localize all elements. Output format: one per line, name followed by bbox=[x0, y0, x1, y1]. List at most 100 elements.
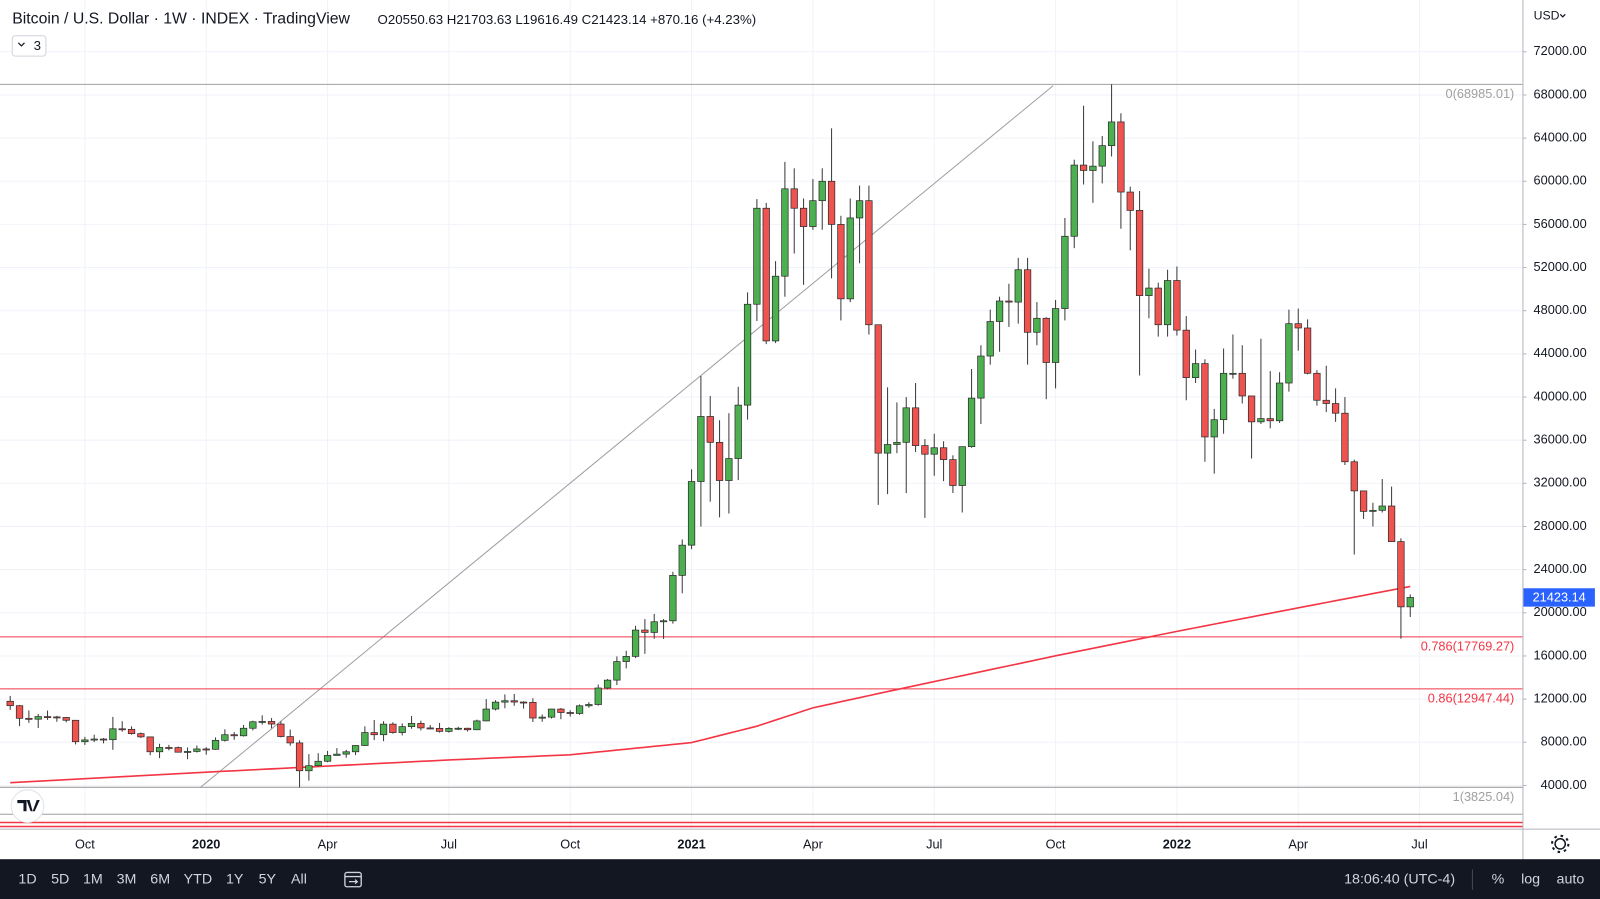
candle-body bbox=[277, 723, 285, 737]
y-tick-label: 68000.00 bbox=[1534, 86, 1587, 101]
candle-body bbox=[333, 753, 341, 756]
candle-body bbox=[1219, 372, 1228, 421]
candle-body bbox=[519, 701, 528, 704]
candle-body bbox=[1051, 308, 1060, 363]
candle-body bbox=[818, 180, 826, 202]
candle-body bbox=[967, 397, 976, 448]
range-button[interactable]: 3M bbox=[117, 871, 137, 887]
candle-body bbox=[697, 416, 705, 482]
grid bbox=[0, 0, 1523, 829]
candle-body bbox=[715, 441, 724, 481]
candle-body bbox=[15, 705, 24, 719]
candle-body bbox=[566, 712, 574, 714]
candle-body bbox=[90, 738, 98, 741]
candle-body bbox=[1303, 327, 1312, 374]
x-tick-label: Oct bbox=[1046, 836, 1066, 851]
candle-body bbox=[1070, 164, 1078, 237]
candle-body bbox=[183, 751, 192, 753]
candle-body bbox=[977, 355, 985, 399]
candle-body bbox=[958, 446, 966, 486]
candle-body bbox=[361, 732, 369, 746]
chevron-icon bbox=[17, 42, 25, 47]
candle-body bbox=[454, 727, 462, 730]
candle-body bbox=[641, 629, 649, 633]
candle-body bbox=[510, 700, 518, 703]
range-button[interactable]: 5D bbox=[51, 871, 69, 887]
y-tick-label: 20000.00 bbox=[1534, 604, 1587, 619]
indicator-toggle[interactable] bbox=[11, 35, 47, 57]
candle-body bbox=[1135, 210, 1144, 296]
candle-body bbox=[6, 700, 14, 707]
candle-body bbox=[921, 445, 929, 455]
option-button[interactable]: auto bbox=[1557, 871, 1585, 887]
candle-body bbox=[1163, 280, 1172, 326]
candle-body bbox=[883, 444, 892, 454]
candle-body bbox=[491, 701, 500, 710]
range-button[interactable]: 5Y bbox=[259, 871, 277, 887]
settings-icon[interactable] bbox=[1551, 834, 1570, 854]
y-tick-label: 60000.00 bbox=[1534, 173, 1587, 188]
candle-body bbox=[986, 321, 994, 357]
option-button[interactable]: % bbox=[1492, 871, 1505, 887]
candle-body bbox=[1107, 121, 1116, 147]
candle-body bbox=[874, 324, 882, 454]
y-tick-label: 12000.00 bbox=[1534, 690, 1587, 705]
candle-body bbox=[1238, 372, 1246, 397]
candle-body bbox=[1387, 505, 1396, 542]
x-tick-label: Jul bbox=[1411, 836, 1427, 851]
candle-body bbox=[902, 407, 910, 443]
candle-body bbox=[211, 739, 220, 750]
toolbar bbox=[0, 859, 1600, 899]
candle-body bbox=[109, 728, 117, 741]
range-button[interactable]: 1M bbox=[83, 871, 103, 887]
x-tick-label: Jul bbox=[441, 836, 457, 851]
date-range-icon[interactable] bbox=[344, 871, 362, 888]
candle-body bbox=[1294, 323, 1302, 329]
fib-label: 0.786(17769.27) bbox=[1421, 638, 1515, 653]
candle-body bbox=[1126, 191, 1134, 211]
candle-body bbox=[687, 481, 696, 546]
candle-body bbox=[463, 727, 472, 731]
y-tick-label: 36000.00 bbox=[1534, 432, 1587, 447]
candle-body bbox=[1266, 418, 1274, 422]
candle-body bbox=[1350, 461, 1358, 492]
currency-label[interactable]: USD bbox=[1534, 9, 1560, 23]
candle-body bbox=[99, 738, 108, 741]
candle-body bbox=[230, 734, 238, 737]
range-button[interactable]: All bbox=[291, 871, 307, 887]
candle-body bbox=[193, 748, 201, 752]
range-button[interactable]: YTD bbox=[184, 871, 213, 887]
candle-body bbox=[1089, 165, 1097, 171]
y-tick-label: 56000.00 bbox=[1534, 216, 1587, 231]
x-tick-label: 2020 bbox=[192, 836, 220, 851]
candle-body bbox=[949, 459, 957, 486]
logo-badge bbox=[10, 789, 45, 823]
option-button[interactable]: log bbox=[1521, 871, 1540, 887]
range-button[interactable]: 1D bbox=[18, 871, 36, 887]
clock: 18:06:40 (UTC-4) bbox=[1344, 871, 1455, 887]
candle-body bbox=[34, 716, 42, 720]
y-tick-label: 40000.00 bbox=[1534, 388, 1587, 403]
candle-body bbox=[725, 458, 733, 481]
range-button[interactable]: 1Y bbox=[226, 871, 244, 887]
candle-body bbox=[314, 760, 322, 767]
chevron-icon bbox=[1559, 13, 1566, 18]
candle-body bbox=[1275, 382, 1284, 422]
candle-body bbox=[557, 708, 565, 713]
candle-body bbox=[435, 727, 444, 732]
candle-body bbox=[155, 747, 164, 753]
candle-body bbox=[127, 728, 136, 734]
candle-body bbox=[911, 407, 920, 446]
candle-body bbox=[1154, 287, 1162, 326]
candle-body bbox=[445, 727, 453, 732]
toolbar-items: 1D 5D 1M 3M 6M YTD 1Y 5Y All 18:06:40 (UTC-4)% log… bbox=[18, 871, 1584, 887]
fib-label: 0.86(12947.44) bbox=[1428, 690, 1515, 705]
candle-body bbox=[137, 733, 145, 738]
moving-average bbox=[10, 585, 1411, 784]
candle-body bbox=[1257, 418, 1265, 423]
candle-body bbox=[146, 736, 154, 753]
candle-body bbox=[855, 200, 864, 219]
range-button[interactable]: 6M bbox=[150, 871, 170, 887]
y-tick-label: 24000.00 bbox=[1534, 561, 1587, 576]
